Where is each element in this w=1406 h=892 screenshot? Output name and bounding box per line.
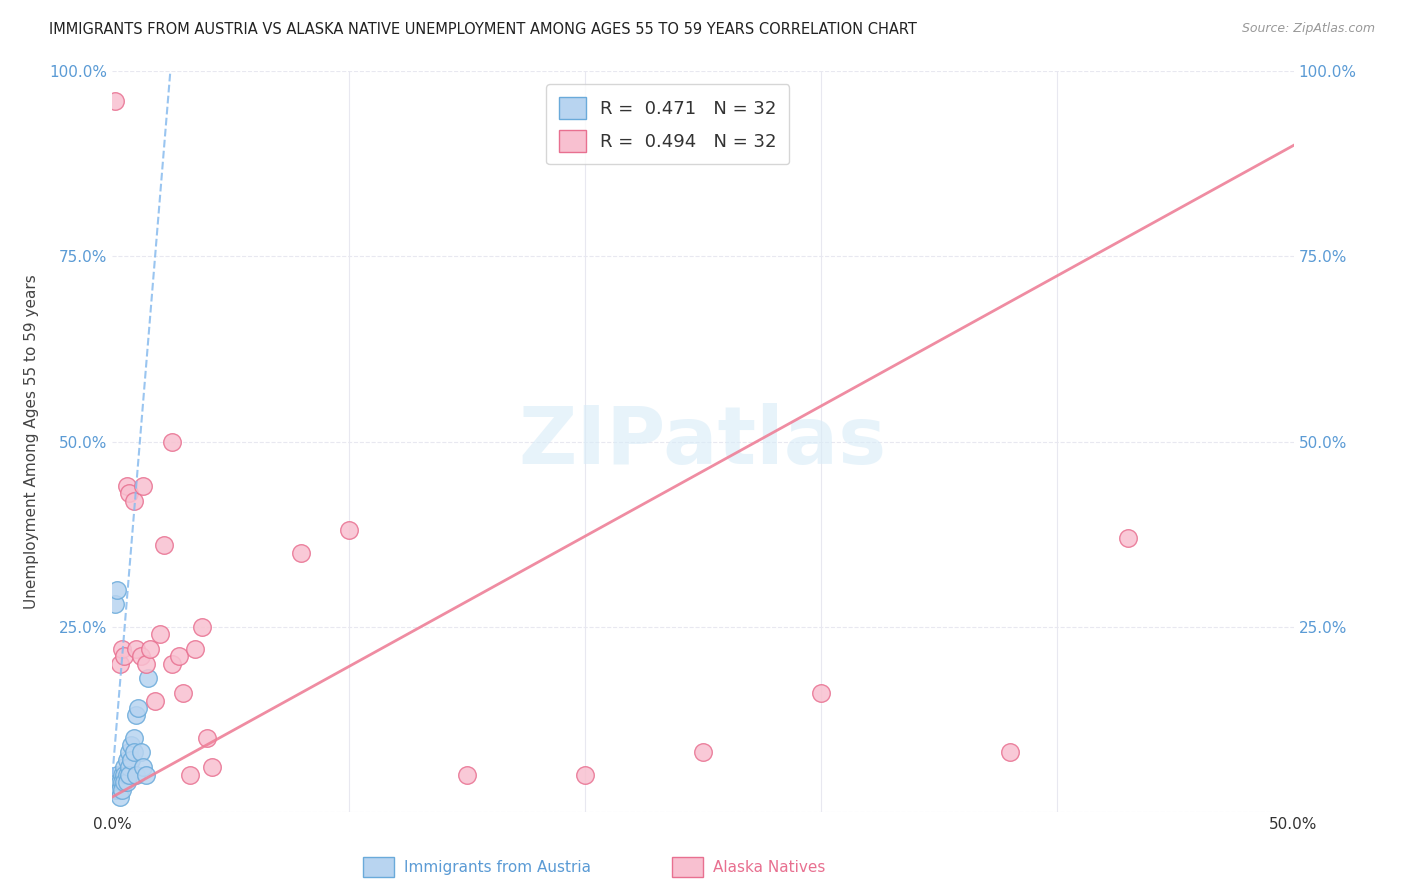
Point	[149, 627, 172, 641]
Point	[111, 767, 134, 781]
Point	[125, 767, 148, 781]
Point	[112, 775, 135, 789]
Point	[692, 746, 714, 760]
Point	[135, 657, 157, 671]
Point	[201, 760, 224, 774]
Point	[104, 94, 127, 108]
Point	[135, 767, 157, 781]
Point	[120, 738, 142, 752]
Point	[120, 753, 142, 767]
Point	[160, 657, 183, 671]
Point	[108, 657, 131, 671]
Point	[172, 686, 194, 700]
Point	[125, 708, 148, 723]
Point	[108, 782, 131, 797]
Point	[103, 775, 125, 789]
Point	[456, 767, 478, 781]
Point	[139, 641, 162, 656]
Point	[111, 641, 134, 656]
Point	[122, 731, 145, 745]
Text: Alaska Natives: Alaska Natives	[713, 860, 825, 874]
Point	[115, 767, 138, 781]
Point	[115, 775, 138, 789]
Point	[125, 641, 148, 656]
Point	[179, 767, 201, 781]
Text: IMMIGRANTS FROM AUSTRIA VS ALASKA NATIVE UNEMPLOYMENT AMONG AGES 55 TO 59 YEARS : IMMIGRANTS FROM AUSTRIA VS ALASKA NATIVE…	[49, 22, 917, 37]
Point	[129, 649, 152, 664]
Point	[105, 782, 128, 797]
Point	[810, 686, 832, 700]
Point	[112, 649, 135, 664]
Text: Source: ZipAtlas.com: Source: ZipAtlas.com	[1241, 22, 1375, 36]
Point	[118, 746, 141, 760]
Point	[115, 479, 138, 493]
Point	[195, 731, 218, 745]
Point	[127, 701, 149, 715]
Point	[132, 479, 155, 493]
Point	[1116, 531, 1139, 545]
Point	[108, 789, 131, 804]
Point	[118, 760, 141, 774]
Point	[160, 434, 183, 449]
Point	[107, 775, 129, 789]
Point	[111, 782, 134, 797]
Point	[574, 767, 596, 781]
Point	[290, 546, 312, 560]
Point	[112, 767, 135, 781]
Point	[167, 649, 190, 664]
Point	[337, 524, 360, 538]
Point	[105, 775, 128, 789]
Point	[104, 782, 127, 797]
Point	[115, 753, 138, 767]
Point	[105, 767, 128, 781]
Point	[184, 641, 207, 656]
Point	[143, 694, 166, 708]
Legend: R =  0.471   N = 32, R =  0.494   N = 32: R = 0.471 N = 32, R = 0.494 N = 32	[546, 84, 789, 164]
Point	[132, 760, 155, 774]
Point	[105, 582, 128, 597]
Point	[111, 775, 134, 789]
Point	[104, 598, 127, 612]
Point	[108, 775, 131, 789]
Point	[122, 493, 145, 508]
Y-axis label: Unemployment Among Ages 55 to 59 years: Unemployment Among Ages 55 to 59 years	[24, 274, 38, 609]
Point	[118, 486, 141, 500]
Point	[118, 767, 141, 781]
Point	[112, 760, 135, 774]
Point	[122, 746, 145, 760]
Text: Immigrants from Austria: Immigrants from Austria	[404, 860, 591, 874]
Point	[998, 746, 1021, 760]
Point	[129, 746, 152, 760]
Point	[153, 538, 176, 552]
Text: ZIPatlas: ZIPatlas	[519, 402, 887, 481]
Point	[191, 619, 214, 633]
Point	[136, 672, 159, 686]
